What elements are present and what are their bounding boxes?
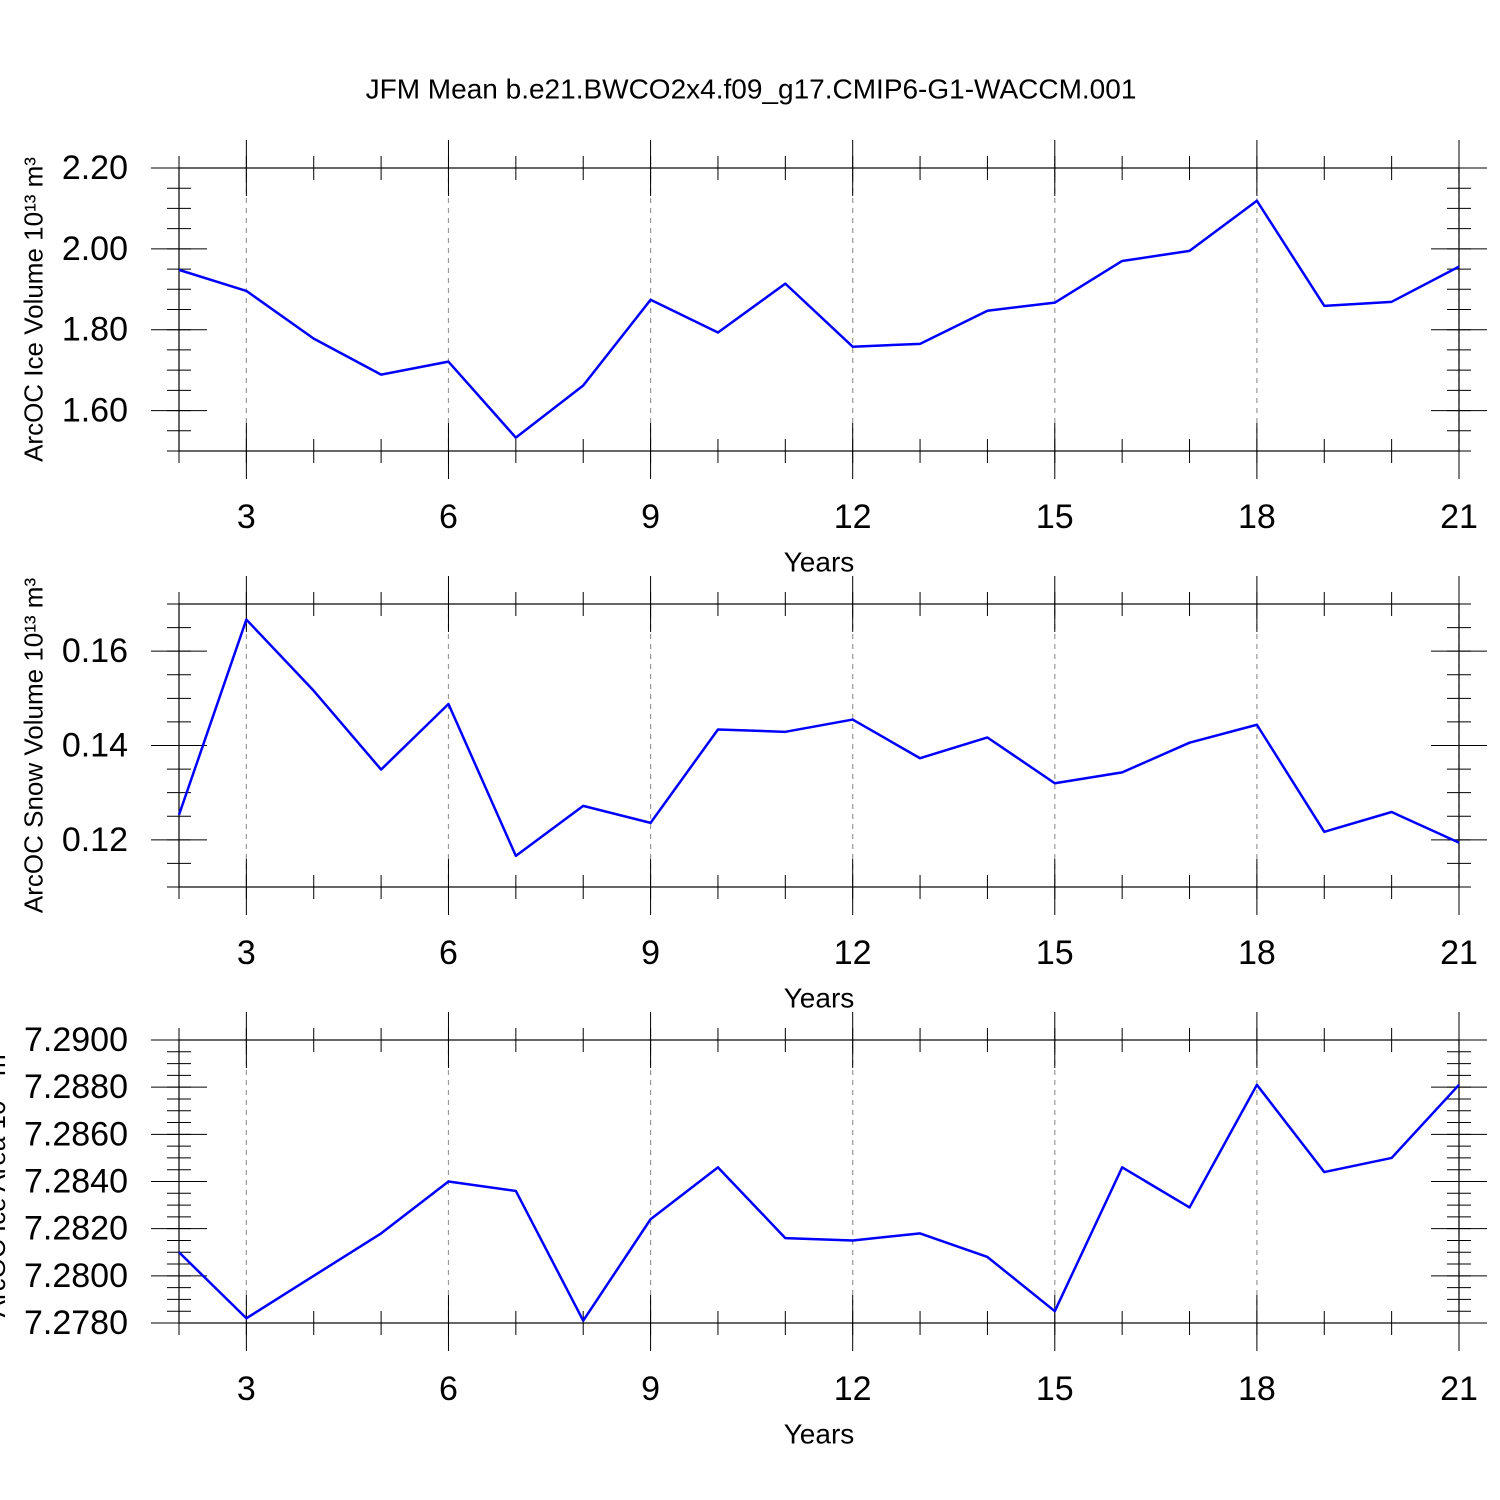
x-tick-label: 12 bbox=[834, 934, 872, 972]
plot-frame bbox=[178, 603, 1460, 888]
x-tick-label: 21 bbox=[1440, 934, 1478, 972]
data-line bbox=[177, 618, 1460, 858]
x-tick-label: 15 bbox=[1036, 934, 1074, 972]
y-tick-label: 1.60 bbox=[62, 392, 128, 430]
y-tick-label: 2.00 bbox=[62, 230, 128, 268]
y-tick-label: 0.14 bbox=[62, 726, 128, 764]
data-line bbox=[178, 1083, 1460, 1322]
plot-frame bbox=[178, 167, 1460, 452]
x-tick-label: 18 bbox=[1238, 498, 1276, 536]
y-tick-label: 7.2780 bbox=[24, 1304, 128, 1342]
x-tick-label: 21 bbox=[1440, 498, 1478, 536]
x-tick-label: 15 bbox=[1036, 498, 1074, 536]
chart-title: JFM Mean b.e21.BWCO2x4.f09_g17.CMIP6-G1-… bbox=[366, 73, 1137, 104]
x-tick-label: 9 bbox=[641, 934, 660, 972]
data-line bbox=[178, 199, 1460, 439]
x-tick-label: 6 bbox=[439, 934, 458, 972]
y-tick-label: 7.2800 bbox=[24, 1257, 128, 1295]
x-tick-label: 9 bbox=[641, 498, 660, 536]
x-tick-label: 3 bbox=[237, 934, 256, 972]
y-axis-label: ArcOC Ice Volume 10¹³ m³ bbox=[19, 157, 49, 462]
y-tick-label: 7.2880 bbox=[24, 1068, 128, 1106]
y-axis-label: ArcOC Ice Area 10¹³ m² bbox=[0, 1045, 11, 1317]
y-tick-label: 0.16 bbox=[62, 632, 128, 670]
y-tick-label: 0.12 bbox=[62, 821, 128, 859]
x-tick-label: 6 bbox=[439, 498, 458, 536]
x-tick-label: 15 bbox=[1036, 1370, 1074, 1408]
x-tick-label: 12 bbox=[834, 498, 872, 536]
y-tick-label: 7.2820 bbox=[24, 1210, 128, 1248]
x-tick-label: 3 bbox=[237, 498, 256, 536]
x-tick-label: 18 bbox=[1238, 1370, 1276, 1408]
x-tick-label: 9 bbox=[641, 1370, 660, 1408]
x-tick-label: 6 bbox=[439, 1370, 458, 1408]
y-tick-label: 7.2840 bbox=[24, 1162, 128, 1200]
x-tick-label: 21 bbox=[1440, 1370, 1478, 1408]
plot-frame bbox=[178, 1039, 1460, 1324]
y-tick-label: 7.2860 bbox=[24, 1115, 128, 1153]
x-axis-label: Years bbox=[784, 982, 855, 1013]
y-tick-label: 2.20 bbox=[62, 149, 128, 187]
y-tick-label: 7.2900 bbox=[24, 1021, 128, 1059]
x-tick-label: 12 bbox=[834, 1370, 872, 1408]
x-tick-label: 3 bbox=[237, 1370, 256, 1408]
y-tick-label: 1.80 bbox=[62, 311, 128, 349]
x-tick-label: 18 bbox=[1238, 934, 1276, 972]
x-axis-label: Years bbox=[784, 546, 855, 577]
y-axis-label: ArcOC Snow Volume 10¹³ m³ bbox=[19, 578, 49, 914]
x-axis-label: Years bbox=[784, 1418, 855, 1449]
